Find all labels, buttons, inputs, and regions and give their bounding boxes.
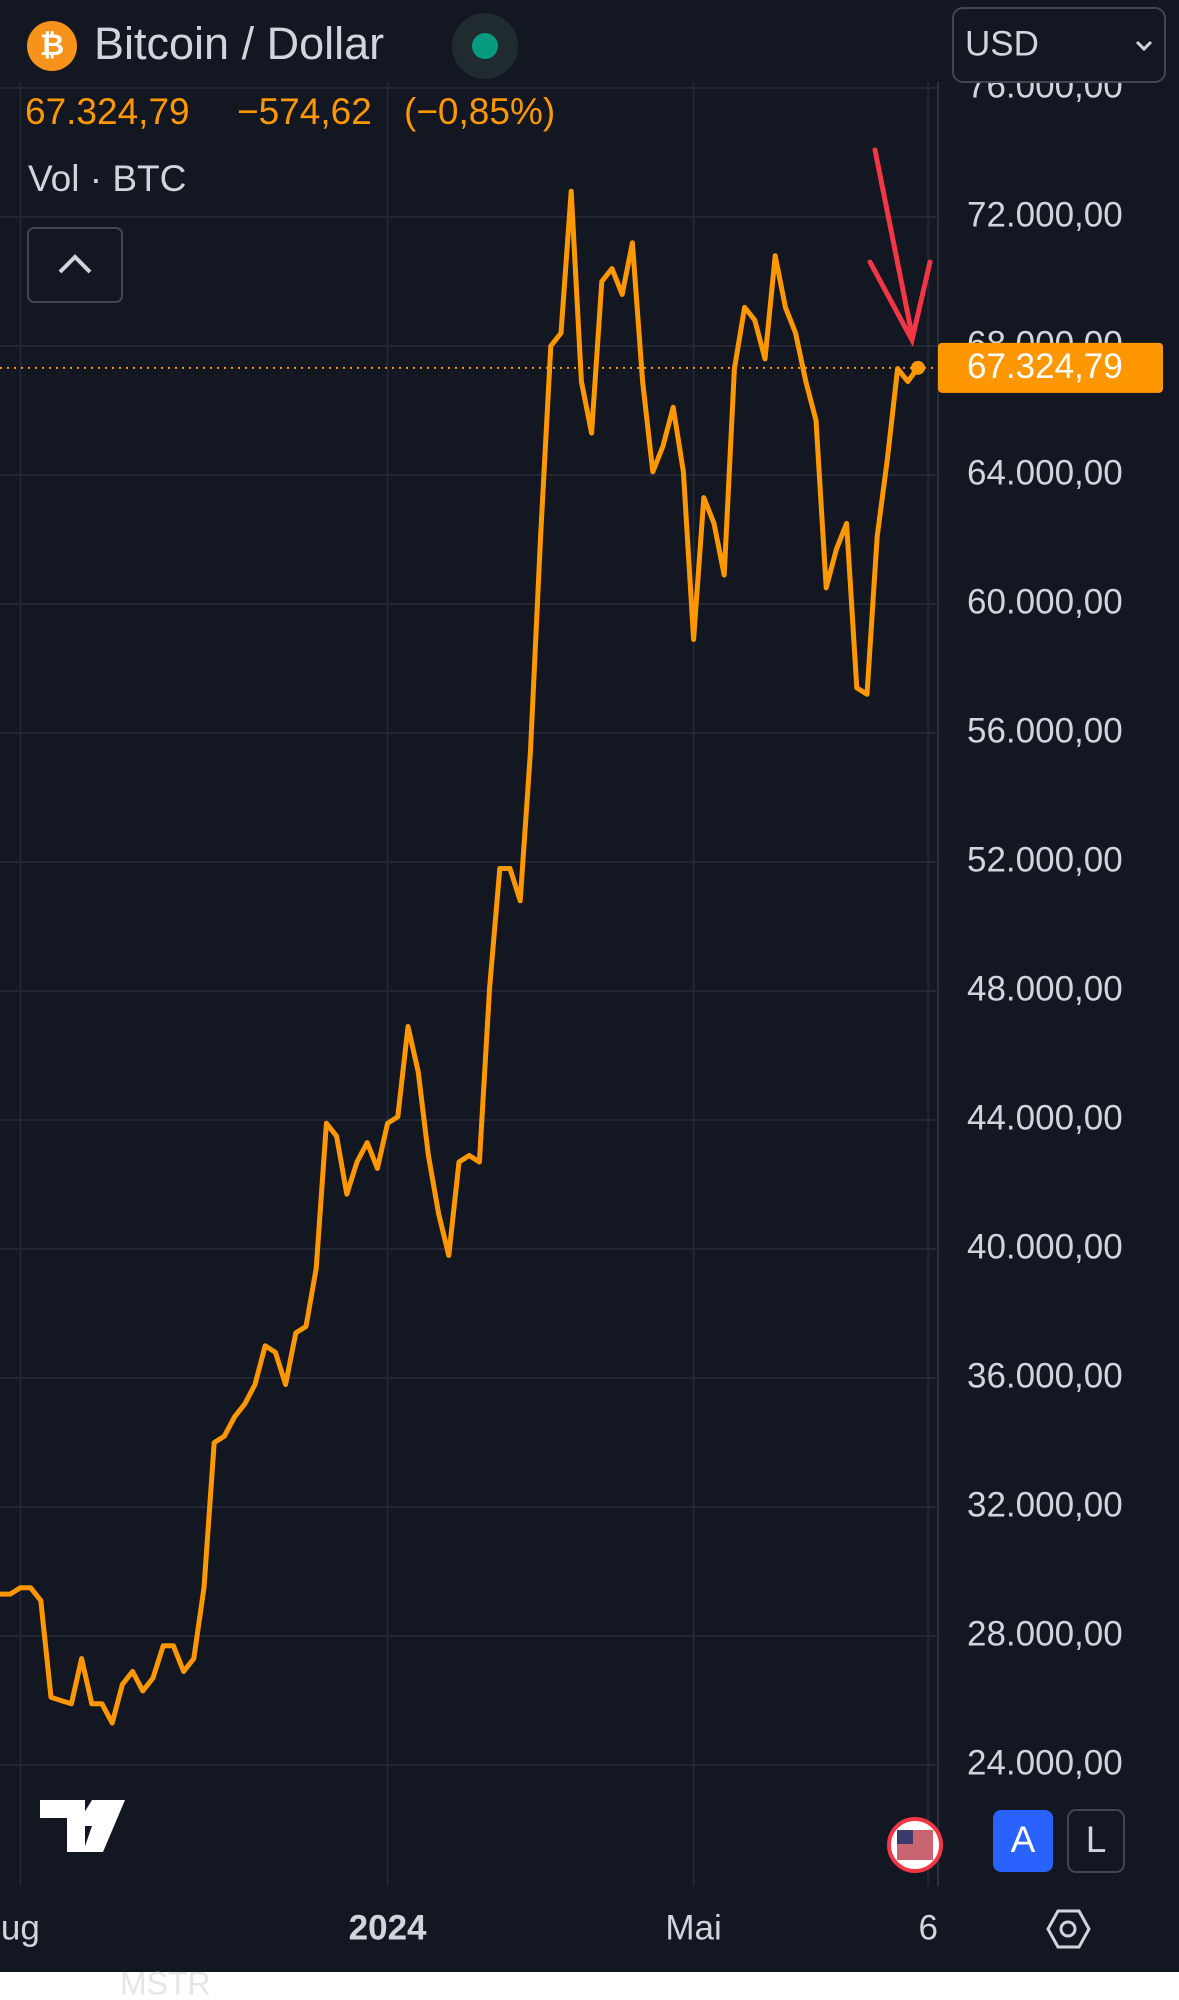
- volume-label: Vol · BTC: [28, 158, 186, 199]
- x-tick-label: 2024: [349, 1908, 427, 1947]
- y-tick-label: 64.000,00: [967, 453, 1123, 492]
- annotation-arrow: [867, 147, 933, 348]
- change-percent: (−0,85%): [404, 91, 555, 132]
- last-point: [911, 360, 925, 375]
- currency-select[interactable]: [952, 7, 1166, 83]
- auto-scale-button[interactable]: [993, 1810, 1053, 1872]
- y-tick-label: 32.000,00: [967, 1485, 1123, 1524]
- collapse-icon: [58, 254, 92, 274]
- change: −574,62: [237, 91, 372, 132]
- log-scale-label: L: [1086, 1819, 1107, 1860]
- x-tick-label: ug: [1, 1908, 40, 1947]
- y-tick-label: 40.000,00: [967, 1227, 1123, 1266]
- auto-scale-label: A: [1011, 1819, 1036, 1860]
- x-tick-label: 6: [918, 1908, 937, 1947]
- price-line: [0, 188, 921, 1726]
- price: 67.324,79: [25, 91, 190, 132]
- x-axis: ug 2024 Mai 6: [1, 1908, 938, 1947]
- y-tick-label: 56.000,00: [967, 711, 1123, 750]
- y-tick-label: 72.000,00: [967, 195, 1123, 234]
- dropdown-caret: [1135, 40, 1153, 52]
- y-tick-label: 24.000,00: [967, 1743, 1123, 1782]
- price-tag: [938, 342, 1163, 393]
- settings-icon[interactable]: [1046, 1909, 1091, 1949]
- collapse-button[interactable]: [27, 227, 123, 303]
- y-tick-label: 36.000,00: [967, 1356, 1123, 1395]
- currency-label: USD: [965, 24, 1039, 63]
- y-tick-label: 52.000,00: [967, 840, 1123, 879]
- symbol-title: Bitcoin / Dollar: [94, 18, 384, 69]
- market-status: [472, 33, 498, 59]
- grid: [0, 0, 938, 1886]
- x-tick-label: Mai: [665, 1908, 721, 1947]
- tv-logo: [40, 1800, 125, 1852]
- settings-center: [1059, 1920, 1077, 1938]
- coin-icon: [27, 21, 77, 71]
- price-tag-label: 67.324,79: [967, 347, 1123, 386]
- footer-symbol: MSTR: [120, 1965, 211, 2000]
- y-axis: 24.000,00 28.000,00 32.000,00 36.000,00 40.0…: [938, 66, 1163, 1782]
- time-axis: [0, 1886, 1179, 1972]
- y-tick-label: 44.000,00: [967, 1098, 1123, 1137]
- y-tick-label: 60.000,00: [967, 582, 1123, 621]
- coin-symbol: ₿: [40, 29, 64, 62]
- plot: [0, 188, 938, 1726]
- log-scale-button[interactable]: [1067, 1809, 1125, 1873]
- y-tick-label: 28.000,00: [967, 1614, 1123, 1653]
- y-tick-label: 48.000,00: [967, 969, 1123, 1008]
- flag-canton: [897, 1830, 913, 1844]
